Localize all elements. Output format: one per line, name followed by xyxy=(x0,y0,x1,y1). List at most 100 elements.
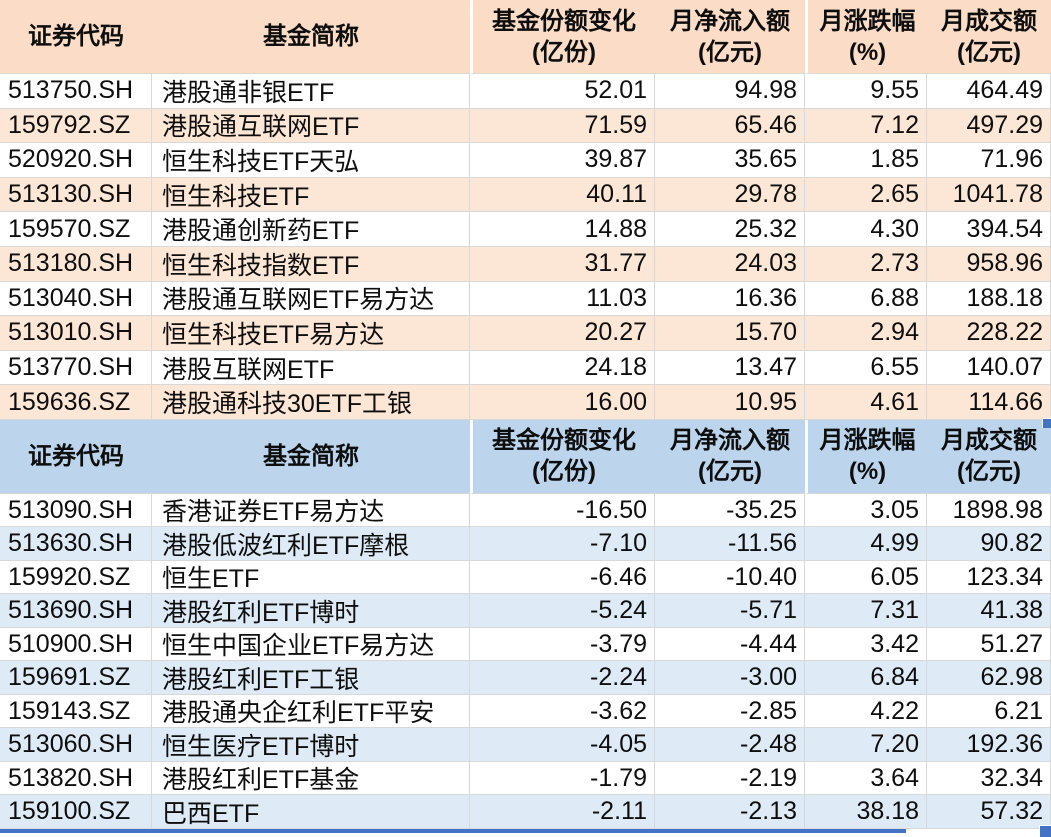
security-code-cell[interactable]: 159143.SZ xyxy=(0,694,152,729)
column-header-net-inflow[interactable]: 月净流入额 (亿元) xyxy=(655,419,805,494)
fund-name-cell[interactable]: 港股通互联网ETF xyxy=(152,108,470,144)
fund-name-cell[interactable]: 恒生科技指数ETF xyxy=(152,246,470,282)
column-header-share-change[interactable]: 基金份额变化 (亿份) xyxy=(470,0,655,74)
monthly-change-cell[interactable]: 6.88 xyxy=(805,281,927,317)
monthly-change-cell[interactable]: 7.20 xyxy=(805,728,927,762)
monthly-change-cell[interactable]: 6.55 xyxy=(805,350,927,386)
monthly-change-cell[interactable]: 7.12 xyxy=(805,108,927,144)
net-inflow-cell[interactable]: -5.71 xyxy=(655,594,805,628)
security-code-cell[interactable]: 513630.SH xyxy=(0,527,152,561)
fund-name-cell[interactable]: 港股通央企红利ETF平安 xyxy=(152,694,470,729)
share-change-cell[interactable]: 52.01 xyxy=(470,74,655,109)
fund-name-cell[interactable]: 恒生科技ETF易方达 xyxy=(152,316,470,351)
turnover-cell[interactable]: 6.21 xyxy=(927,694,1051,729)
monthly-change-cell[interactable]: 2.94 xyxy=(805,316,927,351)
selection-fill-handle-icon[interactable] xyxy=(1039,825,1051,837)
turnover-cell[interactable]: 32.34 xyxy=(927,761,1051,796)
fund-name-cell[interactable]: 恒生科技ETF天弘 xyxy=(152,143,470,178)
security-code-cell[interactable]: 513130.SH xyxy=(0,177,152,213)
turnover-cell[interactable]: 71.96 xyxy=(927,143,1051,178)
monthly-change-cell[interactable]: 4.22 xyxy=(805,694,927,729)
security-code-cell[interactable]: 513060.SH xyxy=(0,728,152,762)
turnover-cell[interactable]: 394.54 xyxy=(927,212,1051,247)
share-change-cell[interactable]: -2.11 xyxy=(470,795,655,829)
net-inflow-cell[interactable]: -10.40 xyxy=(655,560,805,595)
net-inflow-cell[interactable]: 15.70 xyxy=(655,316,805,351)
turnover-cell[interactable]: 464.49 xyxy=(927,74,1051,109)
column-header-pct-change[interactable]: 月涨跌幅 (%) xyxy=(805,0,927,74)
turnover-cell[interactable]: 114.66 xyxy=(927,385,1051,420)
turnover-cell[interactable]: 51.27 xyxy=(927,627,1051,662)
fund-name-cell[interactable]: 恒生医疗ETF博时 xyxy=(152,728,470,762)
share-change-cell[interactable]: -4.05 xyxy=(470,728,655,762)
turnover-cell[interactable]: 62.98 xyxy=(927,661,1051,695)
net-inflow-cell[interactable]: -2.19 xyxy=(655,761,805,796)
net-inflow-cell[interactable]: -3.00 xyxy=(655,661,805,695)
share-change-cell[interactable]: 31.77 xyxy=(470,246,655,282)
share-change-cell[interactable]: -16.50 xyxy=(470,493,655,528)
net-inflow-cell[interactable]: -2.85 xyxy=(655,694,805,729)
column-header-code[interactable]: 证券代码 xyxy=(0,0,152,74)
turnover-cell[interactable]: 90.82 xyxy=(927,527,1051,561)
security-code-cell[interactable]: 159691.SZ xyxy=(0,661,152,695)
net-inflow-cell[interactable]: -2.48 xyxy=(655,728,805,762)
net-inflow-cell[interactable]: 16.36 xyxy=(655,281,805,317)
share-change-cell[interactable]: -3.79 xyxy=(470,627,655,662)
fund-name-cell[interactable]: 港股互联网ETF xyxy=(152,350,470,386)
net-inflow-cell[interactable]: -11.56 xyxy=(655,527,805,561)
turnover-cell[interactable]: 228.22 xyxy=(927,316,1051,351)
turnover-cell[interactable]: 140.07 xyxy=(927,350,1051,386)
fund-name-cell[interactable]: 恒生ETF xyxy=(152,560,470,595)
monthly-change-cell[interactable]: 2.65 xyxy=(805,177,927,213)
monthly-change-cell[interactable]: 9.55 xyxy=(805,74,927,109)
security-code-cell[interactable]: 159792.SZ xyxy=(0,108,152,144)
selection-fill-handle-icon[interactable] xyxy=(1042,418,1051,428)
net-inflow-cell[interactable]: -35.25 xyxy=(655,493,805,528)
column-header-name[interactable]: 基金简称 xyxy=(152,0,470,74)
turnover-cell[interactable]: 1041.78 xyxy=(927,177,1051,213)
fund-name-cell[interactable]: 港股红利ETF工银 xyxy=(152,661,470,695)
share-change-cell[interactable]: -7.10 xyxy=(470,527,655,561)
turnover-cell[interactable]: 41.38 xyxy=(927,594,1051,628)
security-code-cell[interactable]: 159920.SZ xyxy=(0,560,152,595)
fund-name-cell[interactable]: 港股通非银ETF xyxy=(152,74,470,109)
monthly-change-cell[interactable]: 2.73 xyxy=(805,246,927,282)
net-inflow-cell[interactable]: 10.95 xyxy=(655,385,805,420)
share-change-cell[interactable]: 11.03 xyxy=(470,281,655,317)
security-code-cell[interactable]: 513820.SH xyxy=(0,761,152,796)
net-inflow-cell[interactable]: 29.78 xyxy=(655,177,805,213)
net-inflow-cell[interactable]: -4.44 xyxy=(655,627,805,662)
share-change-cell[interactable]: 39.87 xyxy=(470,143,655,178)
security-code-cell[interactable]: 513010.SH xyxy=(0,316,152,351)
share-change-cell[interactable]: -6.46 xyxy=(470,560,655,595)
share-change-cell[interactable]: 16.00 xyxy=(470,385,655,420)
turnover-cell[interactable]: 57.32 xyxy=(927,795,1051,829)
turnover-cell[interactable]: 188.18 xyxy=(927,281,1051,317)
security-code-cell[interactable]: 513770.SH xyxy=(0,350,152,386)
security-code-cell[interactable]: 513040.SH xyxy=(0,281,152,317)
fund-name-cell[interactable]: 港股低波红利ETF摩根 xyxy=(152,527,470,561)
monthly-change-cell[interactable]: 38.18 xyxy=(805,795,927,829)
column-header-turnover[interactable]: 月成交额 (亿元) xyxy=(927,0,1051,74)
security-code-cell[interactable]: 513180.SH xyxy=(0,246,152,282)
monthly-change-cell[interactable]: 6.84 xyxy=(805,661,927,695)
fund-name-cell[interactable]: 港股通创新药ETF xyxy=(152,212,470,247)
monthly-change-cell[interactable]: 4.30 xyxy=(805,212,927,247)
column-header-code[interactable]: 证券代码 xyxy=(0,419,152,494)
net-inflow-cell[interactable]: 65.46 xyxy=(655,108,805,144)
security-code-cell[interactable]: 159570.SZ xyxy=(0,212,152,247)
column-header-pct-change[interactable]: 月涨跌幅 (%) xyxy=(805,419,927,494)
turnover-cell[interactable]: 958.96 xyxy=(927,246,1051,282)
fund-name-cell[interactable]: 港股通互联网ETF易方达 xyxy=(152,281,470,317)
share-change-cell[interactable]: -3.62 xyxy=(470,694,655,729)
turnover-cell[interactable]: 192.36 xyxy=(927,728,1051,762)
fund-name-cell[interactable]: 恒生中国企业ETF易方达 xyxy=(152,627,470,662)
share-change-cell[interactable]: -2.24 xyxy=(470,661,655,695)
net-inflow-cell[interactable]: -2.13 xyxy=(655,795,805,829)
security-code-cell[interactable]: 520920.SH xyxy=(0,143,152,178)
fund-name-cell[interactable]: 港股通科技30ETF工银 xyxy=(152,385,470,420)
fund-name-cell[interactable]: 巴西ETF xyxy=(152,795,470,829)
monthly-change-cell[interactable]: 4.99 xyxy=(805,527,927,561)
fund-name-cell[interactable]: 港股红利ETF博时 xyxy=(152,594,470,628)
net-inflow-cell[interactable]: 94.98 xyxy=(655,74,805,109)
